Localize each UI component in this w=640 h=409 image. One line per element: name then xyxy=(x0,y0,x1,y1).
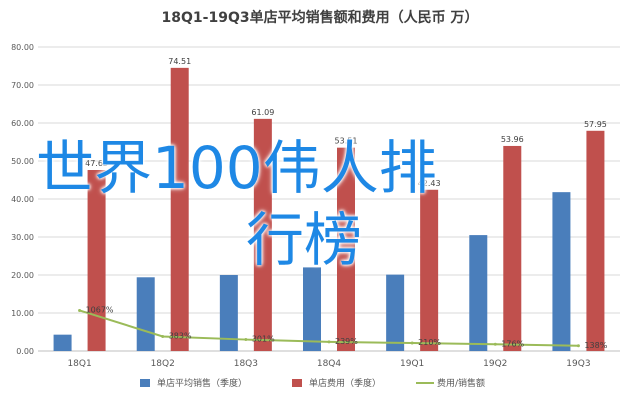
ratio-point xyxy=(161,334,165,338)
y-tick-label: 70.00 xyxy=(11,81,34,90)
x-tick-label: 18Q1 xyxy=(67,359,91,369)
x-tick-label: 18Q3 xyxy=(234,359,258,369)
bar-cost xyxy=(420,189,439,351)
data-label: 53.51 xyxy=(335,137,358,146)
legend-label: 单店平均销售（季度） xyxy=(157,377,247,389)
ratio-point xyxy=(410,341,414,345)
ratio-label: 1067% xyxy=(86,305,114,314)
data-label: 74.51 xyxy=(168,57,191,66)
data-label: 61.09 xyxy=(251,108,274,117)
bar-sales xyxy=(219,275,238,351)
data-label: 53.96 xyxy=(501,135,524,144)
y-tick-label: 0.00 xyxy=(16,347,34,356)
bar-cost xyxy=(586,130,605,351)
legend-label: 费用/销售额 xyxy=(437,377,485,389)
legend-swatch xyxy=(292,379,302,387)
ratio-label: 239% xyxy=(335,337,358,346)
y-tick-label: 80.00 xyxy=(11,43,34,52)
ratio-label: 301% xyxy=(252,335,275,344)
bar-sales xyxy=(386,274,405,351)
bar-cost xyxy=(337,147,355,351)
y-tick-label: 20.00 xyxy=(11,271,34,280)
ratio-label: 176% xyxy=(501,339,524,348)
bar-sales xyxy=(303,267,321,351)
ratio-label: 210% xyxy=(418,338,441,347)
bar-sales xyxy=(53,334,72,351)
bar-sales xyxy=(469,235,488,351)
y-tick-label: 10.00 xyxy=(11,309,34,318)
ratio-point xyxy=(576,344,580,348)
ratio-point xyxy=(493,342,497,346)
y-tick-label: 50.00 xyxy=(11,157,34,166)
bar-cost xyxy=(87,170,106,351)
bar-cost xyxy=(253,118,272,351)
bar-cost xyxy=(170,67,189,351)
y-tick-label: 60.00 xyxy=(11,119,34,128)
data-label: 47.63 xyxy=(85,159,108,168)
legend-label: 单店费用（季度） xyxy=(309,377,381,389)
y-tick-label: 30.00 xyxy=(11,233,34,242)
data-label: 57.95 xyxy=(584,120,607,129)
x-tick-label: 18Q2 xyxy=(151,359,175,369)
y-tick-label: 40.00 xyxy=(11,195,34,204)
bar-cost xyxy=(503,145,522,351)
x-tick-label: 19Q2 xyxy=(483,359,507,369)
x-tick-label: 19Q3 xyxy=(566,359,590,369)
ratio-point xyxy=(244,338,248,342)
ratio-label: 138% xyxy=(584,341,607,350)
chart-title: 18Q1-19Q3单店平均销售额和费用（人民币 万） xyxy=(162,9,479,26)
legend-swatch xyxy=(140,379,150,387)
ratio-point xyxy=(78,308,82,312)
data-label: 42.43 xyxy=(418,179,441,188)
x-tick-label: 19Q1 xyxy=(400,359,424,369)
bar-sales xyxy=(552,192,571,351)
x-tick-label: 18Q4 xyxy=(317,359,342,369)
ratio-point xyxy=(327,340,331,344)
bar-sales xyxy=(136,277,155,351)
ratio-label: 383% xyxy=(169,331,192,340)
